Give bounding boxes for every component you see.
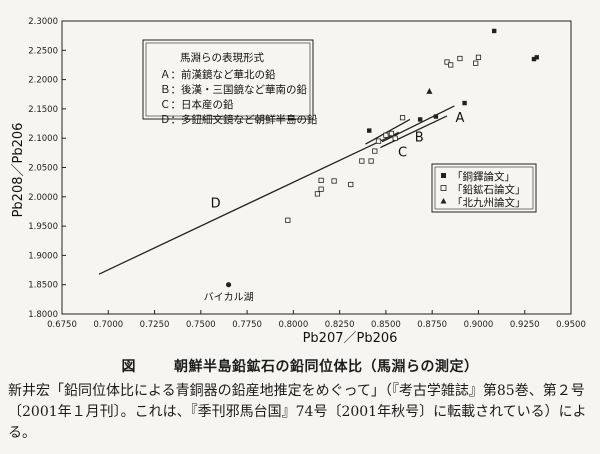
x-tick-label: 0.7750 (232, 320, 262, 330)
data-point-series-2 (318, 177, 324, 183)
trend-line-b (380, 115, 448, 149)
data-point-series-2 (392, 135, 398, 141)
mabuchi-legend-box: 馬淵らの表現形式 Ａ：前漢鏡など華北の鉛 Ｂ：後漢・三国鏡など華南の鉛 Ｃ：日本… (142, 39, 318, 126)
figure-caption: 図 朝鮮半島鉛鉱石の鉛同位体比（馬淵らの測定） (0, 356, 600, 376)
x-axis-label: Pb207／Pb206 (303, 331, 398, 346)
legend-entry-ore: 「鉛鉱石論文」 (452, 183, 526, 196)
data-point-series-1 (433, 114, 439, 119)
data-point-series-2 (473, 60, 479, 66)
series-legend-box: 「銅鐸論文」 「鉛鉱石論文」 「北九州論文」 (431, 163, 537, 213)
data-point-series-2 (383, 132, 389, 138)
trend-line-c (365, 118, 411, 145)
data-point-series-1 (417, 117, 423, 122)
y-tick-label: 2.3000 (28, 17, 58, 27)
data-point-series-1 (531, 56, 537, 62)
line-label-d: D (211, 196, 221, 211)
legend-marker-open-square (440, 185, 447, 191)
data-point-series-2 (444, 59, 450, 65)
y-tick-label: 2.2500 (28, 46, 58, 56)
data-point-series-2 (359, 158, 365, 164)
mabuchi-legend-item-d: Ｄ：多鈕細文鏡など朝鮮半島の鉛 (160, 113, 318, 126)
y-tick-label: 2.2000 (28, 76, 58, 86)
chart: 0.6750 0.7000 0.7250 0.7500 0.7750 0.8000 0.82… (11, 17, 586, 346)
line-label-c: C (398, 145, 407, 160)
data-point-series-2 (375, 138, 382, 144)
data-point-series-2 (448, 62, 454, 68)
x-tick-label: 0.8500 (371, 320, 401, 330)
x-tick-label: 0.9500 (556, 320, 586, 330)
y-tick-label: 1.9500 (28, 222, 58, 232)
trend-line-d (98, 131, 400, 275)
data-point-series-2 (388, 130, 395, 137)
data-point-series-2 (285, 217, 291, 223)
data-point-series-2 (348, 181, 354, 188)
x-tick-label: 0.9250 (510, 320, 540, 330)
y-tick-label: 2.1000 (28, 134, 58, 144)
baikal-label: バイカル湖 (204, 292, 254, 304)
x-tick-label: 0.8250 (325, 320, 355, 330)
data-point-series-2 (475, 54, 482, 60)
legend-entry-kitakyushu: 「北九州論文」 (452, 196, 526, 209)
x-tick-label: 0.8000 (278, 320, 308, 330)
y-tick-label: 1.8500 (28, 281, 58, 291)
baikal-point (225, 282, 232, 288)
data-point-series-2 (399, 115, 406, 121)
x-tick-label: 0.6750 (47, 320, 77, 330)
mabuchi-legend-title: 馬淵らの表現形式 (180, 51, 264, 64)
x-tick-label: 0.8750 (417, 320, 447, 330)
mabuchi-legend-item-b: Ｂ：後漢・三国鏡など華南の鉛 (160, 83, 307, 96)
data-point-extra (367, 128, 372, 133)
y-tick-label: 2.0000 (28, 193, 58, 203)
x-tick-label: 0.7250 (140, 320, 170, 330)
data-point-series-1 (491, 28, 497, 34)
legend-marker-filled-square (441, 173, 446, 178)
y-axis-label: Pb208／Pb206 (11, 123, 26, 218)
data-point-series-2 (368, 158, 374, 164)
legend-entry-dotaku: 「銅鐸論文」 (452, 170, 515, 183)
figure-title: 朝鮮半島鉛鉱石の鉛同位体比（馬淵らの測定） (174, 359, 479, 375)
data-point-series-1 (534, 55, 539, 60)
x-tick-label: 0.9000 (464, 320, 494, 330)
y-tick-label: 2.0500 (28, 164, 58, 174)
x-tick-label: 0.7500 (186, 320, 216, 330)
source-note: 新井宏「鉛同位体比による青銅器の鉛産地推定をめぐって」（『考古学雑誌』第85巻、… (8, 383, 587, 441)
data-point-series-2 (372, 148, 378, 154)
mabuchi-legend-item-c: Ｃ：日本産の鉛 (160, 98, 234, 111)
data-point-series-2 (318, 186, 324, 192)
data-point-series-2 (331, 178, 337, 184)
mabuchi-legend-item-a: Ａ：前漢鏡など華北の鉛 (160, 68, 276, 81)
y-tick-label: 2.1500 (28, 105, 58, 115)
y-tick-label: 1.9000 (28, 251, 58, 261)
figure-number: 図 (121, 359, 136, 375)
data-point-series-2 (314, 191, 321, 197)
line-label-b: B (415, 131, 424, 146)
legend-marker-filled-triangle (440, 198, 447, 204)
y-tick-label: 1.8000 (28, 310, 58, 320)
data-point-series-2 (457, 55, 463, 62)
x-tick-label: 0.7000 (93, 320, 123, 330)
line-label-a: A (455, 111, 464, 126)
data-point-series-3 (426, 87, 433, 94)
data-point-series-1 (462, 100, 467, 106)
